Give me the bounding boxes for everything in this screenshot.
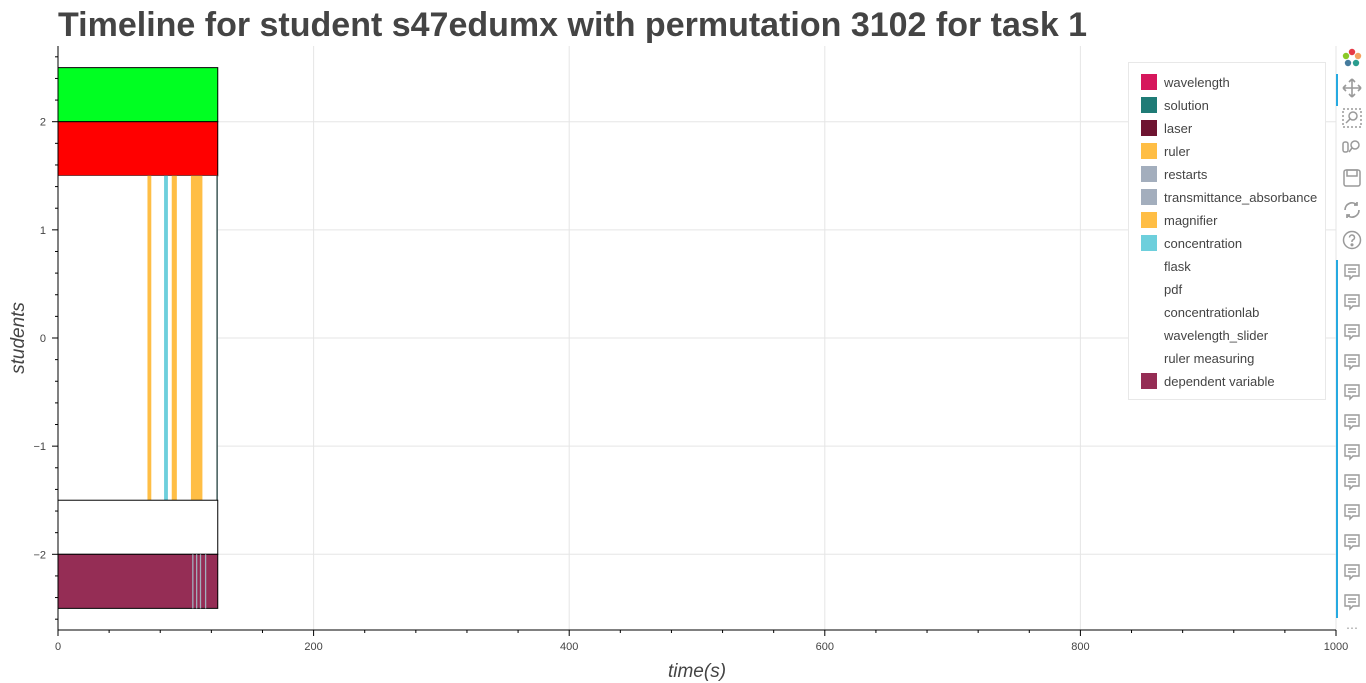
legend-label: restarts (1164, 166, 1208, 182)
x-axis-label: time(s) (668, 661, 726, 682)
legend-swatch (1141, 143, 1157, 159)
hover-icon[interactable] (1340, 290, 1364, 314)
wheel-zoom-icon[interactable] (1340, 136, 1364, 160)
chart-title: Timeline for student s47edumx with permu… (58, 6, 1088, 44)
legend-label: ruler measuring (1164, 350, 1255, 366)
bar-transmittance-absorbance (204, 554, 207, 609)
y-tick-label: 0 (40, 333, 46, 345)
legend-label: transmittance_absorbance (1164, 189, 1318, 205)
hover-icon[interactable] (1340, 410, 1364, 434)
legend-item[interactable]: magnifier (1141, 211, 1217, 229)
legend-swatch (1141, 212, 1157, 228)
legend-swatch (1141, 327, 1157, 343)
legend-label: magnifier (1164, 212, 1218, 228)
x-tick-label: 0 (55, 641, 61, 653)
x-tick-label: 1000 (1324, 641, 1348, 653)
hover-icon[interactable] (1340, 560, 1364, 584)
legend-label: wavelength_slider (1164, 327, 1269, 343)
legend-item[interactable]: ruler measuring (1141, 349, 1254, 367)
toolbar-active-indicator (1336, 74, 1338, 106)
legend-item[interactable]: restarts (1141, 165, 1207, 183)
y-tick-label: −1 (33, 441, 46, 453)
legend-label: concentrationlab (1164, 304, 1260, 320)
x-tick-label: 400 (560, 641, 578, 653)
legend-swatch (1141, 120, 1157, 136)
hover-icon[interactable] (1340, 380, 1364, 404)
legend-item[interactable]: transmittance_absorbance (1141, 188, 1317, 206)
legend-swatch (1141, 258, 1157, 274)
hover-icon[interactable] (1340, 440, 1364, 464)
save-icon[interactable] (1340, 166, 1364, 190)
bar-solution (216, 175, 218, 501)
box-zoom-icon[interactable] (1340, 106, 1364, 130)
y-axis-label: students (8, 302, 29, 374)
y-tick-label: 2 (40, 117, 46, 129)
legend-item[interactable]: dependent variable (1141, 372, 1275, 390)
bokeh-logo-icon[interactable] (1340, 46, 1364, 70)
hover-icon[interactable] (1340, 530, 1364, 554)
legend-label: laser (1164, 120, 1193, 136)
hover-icon[interactable] (1340, 470, 1364, 494)
legend-item[interactable]: ruler (1141, 142, 1190, 160)
legend-label: solution (1164, 97, 1209, 113)
legend-swatch (1141, 304, 1157, 320)
x-tick-label: 800 (1071, 641, 1089, 653)
help-icon[interactable] (1340, 228, 1364, 252)
hover-icon[interactable] (1340, 320, 1364, 344)
y-tick-label: −2 (33, 549, 46, 561)
hover-icon[interactable] (1340, 260, 1364, 284)
legend-label: ruler (1164, 143, 1191, 159)
legend-swatch (1141, 350, 1157, 366)
chart-legend[interactable]: wavelength solution laser ruler restarts tran… (1128, 62, 1326, 400)
legend-swatch (1141, 74, 1157, 90)
legend-item[interactable]: flask (1141, 257, 1191, 275)
bar-empty-band (57, 499, 219, 555)
bar-restarts (199, 554, 202, 609)
legend-item[interactable]: laser (1141, 119, 1192, 137)
bar-ruler (147, 175, 152, 501)
x-tick-label: 200 (304, 641, 322, 653)
reset-icon[interactable] (1340, 198, 1364, 222)
hover-icon[interactable] (1340, 590, 1364, 614)
hover-icon[interactable] (1340, 350, 1364, 374)
legend-swatch (1141, 166, 1157, 182)
y-tick-label: 1 (40, 225, 46, 237)
legend-item[interactable]: concentrationlab (1141, 303, 1259, 321)
legend-label: flask (1164, 258, 1191, 274)
hover-icon[interactable] (1340, 500, 1364, 524)
legend-label: concentration (1164, 235, 1243, 251)
legend-label: pdf (1164, 281, 1183, 297)
legend-swatch (1141, 97, 1157, 113)
bar-concentration (164, 175, 168, 501)
legend-swatch (1141, 373, 1157, 389)
legend-swatch (1141, 189, 1157, 205)
plot-toolbar: ⋯ (1336, 44, 1366, 644)
x-tick-label: 600 (816, 641, 834, 653)
legend-label: dependent variable (1164, 373, 1275, 389)
legend-item[interactable]: concentration (1141, 234, 1242, 252)
bar-red-band (57, 121, 219, 177)
bar-transmittance-absorbance (196, 554, 198, 609)
bar-ruler (171, 175, 177, 501)
more-tools-button[interactable]: ⋯ (1346, 621, 1358, 635)
legend-item[interactable]: solution (1141, 96, 1209, 114)
bar-top-band (57, 67, 219, 123)
bar-magnifier (190, 175, 203, 501)
bar-dependent-variable (57, 553, 219, 609)
legend-item[interactable]: pdf (1141, 280, 1182, 298)
legend-swatch (1141, 281, 1157, 297)
legend-item[interactable]: wavelength_slider (1141, 326, 1268, 344)
toolbar-active-indicator (1336, 260, 1338, 618)
bar-restarts (192, 554, 194, 609)
pan-icon[interactable] (1340, 76, 1364, 100)
legend-item[interactable]: wavelength (1141, 73, 1230, 91)
legend-swatch (1141, 235, 1157, 251)
legend-label: wavelength (1164, 74, 1230, 90)
